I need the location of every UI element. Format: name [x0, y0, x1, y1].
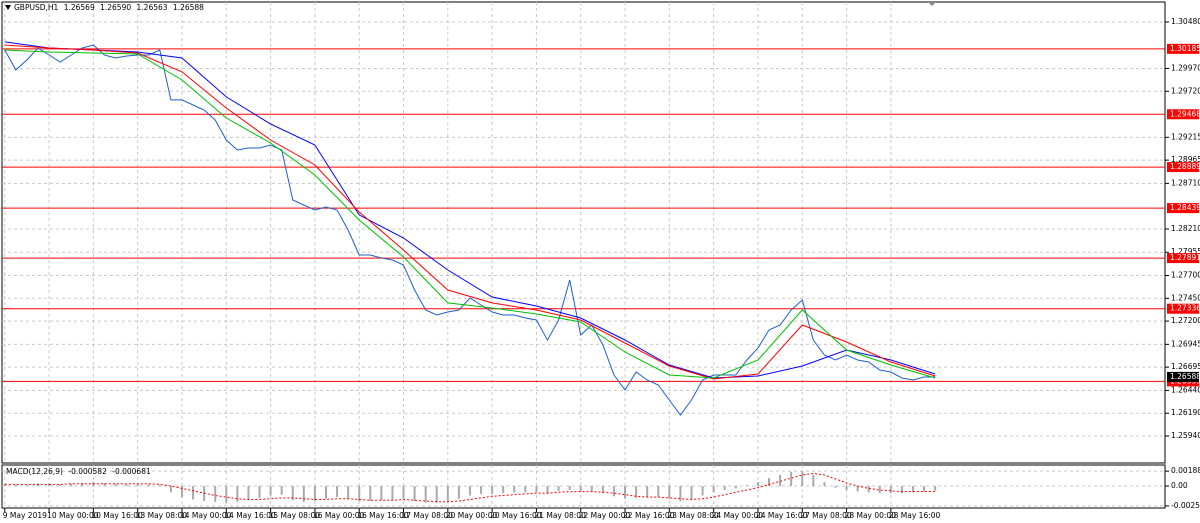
- macd-header: MACD(12,26,9) -0.000582 -0.000681: [6, 467, 154, 476]
- level-label: 1.27891: [1170, 253, 1200, 262]
- close: 1.26588: [172, 3, 204, 12]
- y-tick-label: 1.25940: [1171, 431, 1200, 440]
- current-price-label: 1.26588: [1170, 372, 1200, 381]
- level-label: 1.29468: [1170, 109, 1200, 118]
- level-label: 1.28439: [1170, 203, 1200, 212]
- shift-marker: [928, 2, 936, 6]
- indicator-line: [4, 49, 936, 379]
- x-tick-label: 23 May 08:00: [667, 511, 719, 520]
- level-label-box: [1167, 162, 1199, 173]
- macd-value: -0.000582: [68, 467, 107, 476]
- level-label-box: [1167, 43, 1199, 54]
- y-tick-label: 0.00: [1171, 481, 1188, 490]
- x-tick-label: 27 May 08:00: [800, 511, 852, 520]
- x-tick-label: 13 May 08:00: [136, 511, 188, 520]
- x-tick-label: 24 May 16:00: [756, 511, 808, 520]
- x-tick-label: 15 May 08:00: [269, 511, 321, 520]
- y-tick-label: 1.29970: [1171, 63, 1200, 72]
- y-tick-label: 1.27200: [1171, 316, 1200, 325]
- y-tick-label: 1.29215: [1171, 132, 1200, 141]
- y-tick-label: 1.28210: [1171, 224, 1200, 233]
- x-tick-label: 21 May 08:00: [534, 511, 586, 520]
- x-tick-label: 17 May 08:00: [402, 511, 454, 520]
- y-tick-label: 1.27955: [1171, 247, 1200, 256]
- level-label-box: [1167, 253, 1199, 264]
- signal-value: -0.000681: [112, 467, 151, 476]
- x-tick-label: 28 May 16:00: [889, 511, 941, 520]
- current-price-box: [1167, 371, 1199, 382]
- y-tick-label: 1.26695: [1171, 362, 1200, 371]
- y-tick-label: 1.27700: [1171, 270, 1200, 279]
- menu-arrow[interactable]: [5, 5, 11, 10]
- y-tick-label: 0.001882: [1171, 466, 1200, 475]
- open: 1.26569: [63, 3, 95, 12]
- y-tick-label: 1.27450: [1171, 293, 1200, 302]
- macd-title: MACD(12,26,9): [6, 467, 63, 476]
- price-panel: [1, 1, 1166, 464]
- x-tick-label: 20 May 16:00: [490, 511, 542, 520]
- chart-header: GBPUSD,H1 1.26569 1.26590 1.26563 1.2658…: [14, 3, 207, 12]
- high: 1.26590: [100, 3, 132, 12]
- level-label-box: [1167, 303, 1199, 314]
- x-tick-label: 16 May 16:00: [357, 511, 409, 520]
- level-label: 1.30185: [1170, 44, 1200, 53]
- y-tick-label: 1.29720: [1171, 86, 1200, 95]
- y-tick-label: 1.26945: [1171, 339, 1200, 348]
- x-tick-label: 22 May 00:00: [579, 511, 631, 520]
- price-line: [4, 44, 936, 416]
- y-tick-label: 1.26190: [1171, 408, 1200, 417]
- x-tick-label: 22 May 16:00: [623, 511, 675, 520]
- indicator-line: [4, 41, 936, 379]
- x-tick-label: 16 May 00:00: [313, 511, 365, 520]
- x-tick-label: 20 May 00:00: [446, 511, 498, 520]
- x-tick-label: 28 May 00:00: [845, 511, 897, 520]
- y-tick-label: 1.26440: [1171, 385, 1200, 394]
- x-tick-label: 10 May 16:00: [91, 511, 143, 520]
- level-label-box: [1167, 203, 1199, 214]
- x-tick-label: 10 May 00:00: [47, 511, 99, 520]
- level-label-box: [1167, 109, 1199, 120]
- x-tick-label: 14 May 00:00: [180, 511, 232, 520]
- y-tick-label: 1.30480: [1171, 17, 1200, 26]
- low: 1.26563: [136, 3, 168, 12]
- x-tick-label: 9 May 2019: [3, 511, 47, 520]
- symbol: GBPUSD,H1: [14, 3, 59, 12]
- x-tick-label: 14 May 16:00: [224, 511, 276, 520]
- y-tick-label: 1.28710: [1171, 178, 1200, 187]
- x-tick-label: 24 May 00:00: [712, 511, 764, 520]
- indicator-line: [4, 44, 936, 380]
- level-label: 1.28889: [1170, 162, 1200, 171]
- y-tick-label: 1.28965: [1171, 155, 1200, 164]
- level-label: 1.27336: [1170, 304, 1200, 313]
- y-tick-label: -0.002516: [1171, 501, 1200, 510]
